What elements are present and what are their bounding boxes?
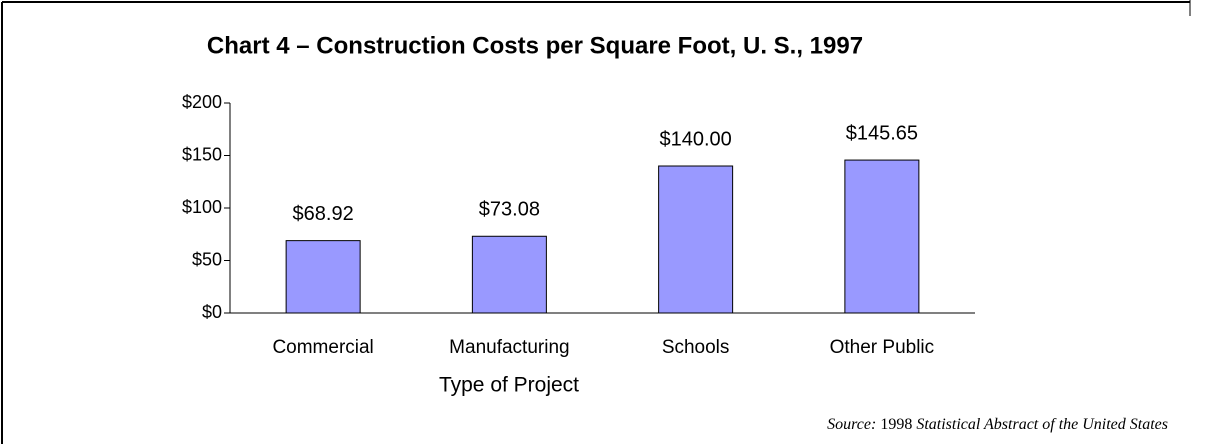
x-tick-label: Manufacturing bbox=[449, 337, 569, 358]
bar bbox=[844, 159, 920, 314]
source: Source: 1998 Statistical Abstract of the… bbox=[827, 416, 1168, 433]
x-tick-label: Commercial bbox=[272, 337, 373, 358]
y-tick-label: $50 bbox=[192, 249, 222, 269]
source-work: Statistical Abstract of the United State… bbox=[916, 416, 1168, 433]
bar bbox=[285, 240, 361, 314]
value-label: $140.00 bbox=[659, 128, 731, 150]
y-tick-label: $0 bbox=[202, 302, 222, 322]
chart-title: Chart 4 – Construction Costs per Square … bbox=[207, 32, 863, 59]
source-prefix: Source: bbox=[827, 416, 876, 433]
bar bbox=[471, 235, 547, 314]
value-label: $68.92 bbox=[293, 203, 354, 225]
y-tick-label: $150 bbox=[182, 144, 222, 164]
value-label: $73.08 bbox=[479, 199, 540, 221]
source-year: 1998 bbox=[880, 416, 912, 433]
bar bbox=[658, 165, 734, 314]
value-label: $145.65 bbox=[846, 122, 918, 144]
x-tick-label: Schools bbox=[662, 337, 730, 358]
y-tick-label: $200 bbox=[182, 92, 222, 112]
x-tick-label: Other Public bbox=[830, 337, 935, 358]
x-axis-title: Type of Project bbox=[439, 374, 579, 397]
y-tick-label: $100 bbox=[182, 197, 222, 217]
